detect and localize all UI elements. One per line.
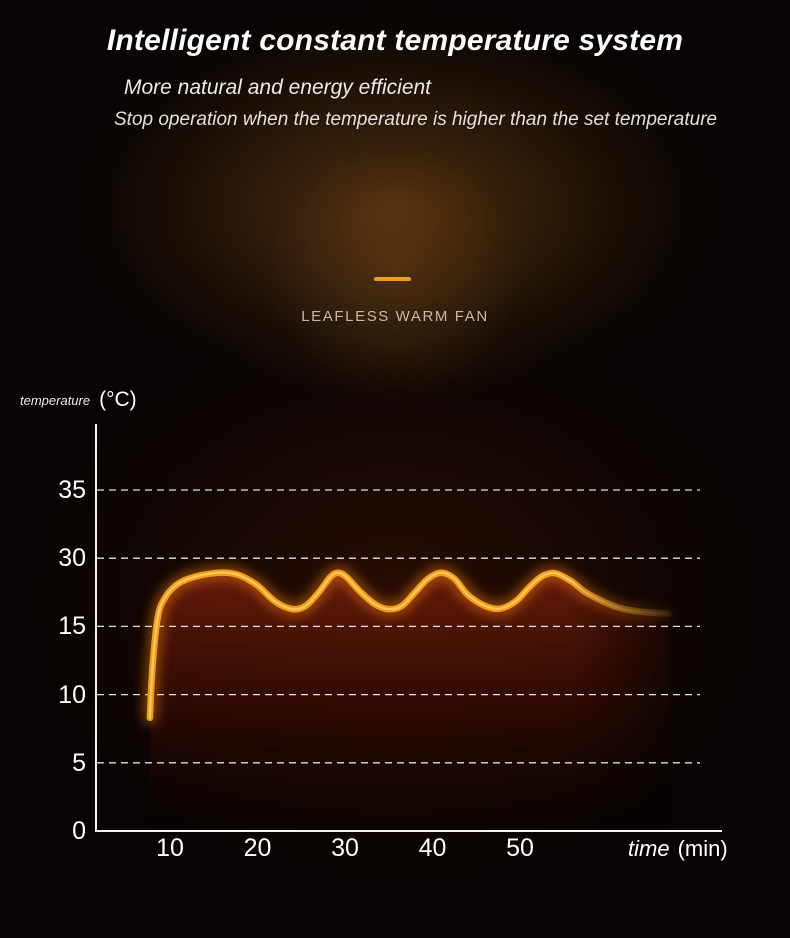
grid-lines — [97, 489, 700, 764]
x-axis-title: time (min) — [628, 836, 728, 862]
page-title: Intelligent constant temperature system — [106, 24, 684, 57]
x-axis-unit: (min) — [677, 836, 728, 861]
curve-group — [143, 566, 676, 725]
subtitle-secondary: Stop operation when the temperature is h… — [114, 109, 718, 130]
y-axis-label: temperature — [20, 393, 91, 408]
curve-area-group — [149, 572, 669, 830]
curve-highlight — [148, 571, 670, 719]
product-label: LEAFLESS WARM FAN — [301, 308, 489, 325]
accent-dash — [374, 277, 411, 281]
curve-area-fill — [149, 572, 669, 830]
y-axis-title: temperature (°C) — [20, 388, 137, 412]
y-axis-unit: (°C) — [99, 388, 137, 411]
x-axis-label: time — [628, 836, 670, 861]
subtitle-primary: More natural and energy efficient — [124, 76, 432, 99]
